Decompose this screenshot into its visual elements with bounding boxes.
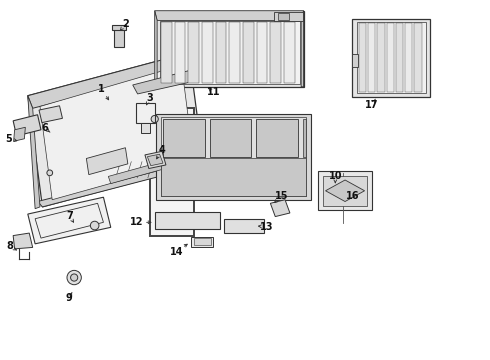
Circle shape — [90, 221, 99, 230]
Polygon shape — [257, 22, 268, 83]
Circle shape — [151, 116, 158, 123]
Polygon shape — [155, 11, 157, 87]
Polygon shape — [14, 127, 25, 141]
Polygon shape — [28, 197, 111, 244]
Polygon shape — [161, 158, 306, 196]
Polygon shape — [28, 96, 40, 209]
Polygon shape — [160, 22, 300, 84]
Polygon shape — [357, 22, 426, 93]
Circle shape — [47, 170, 52, 176]
Text: 9: 9 — [66, 293, 73, 303]
Polygon shape — [39, 106, 62, 123]
Polygon shape — [377, 23, 385, 93]
Text: 2: 2 — [122, 19, 129, 29]
Text: 12: 12 — [130, 217, 144, 227]
Polygon shape — [188, 22, 199, 83]
Polygon shape — [141, 123, 150, 133]
Polygon shape — [191, 237, 213, 247]
Text: 11: 11 — [206, 87, 220, 97]
Polygon shape — [270, 22, 281, 83]
Polygon shape — [325, 180, 365, 202]
Polygon shape — [303, 119, 306, 157]
Polygon shape — [145, 151, 166, 168]
Text: 6: 6 — [42, 123, 48, 133]
Polygon shape — [396, 23, 403, 93]
Polygon shape — [28, 53, 194, 108]
Polygon shape — [13, 233, 33, 249]
Polygon shape — [274, 12, 303, 22]
Text: 8: 8 — [6, 241, 13, 251]
Polygon shape — [40, 65, 194, 200]
Polygon shape — [256, 119, 298, 157]
Polygon shape — [114, 30, 124, 47]
Polygon shape — [323, 176, 367, 206]
Polygon shape — [216, 22, 226, 83]
Polygon shape — [301, 11, 304, 87]
Text: 13: 13 — [260, 222, 274, 231]
Polygon shape — [28, 53, 203, 207]
Text: 10: 10 — [329, 171, 342, 181]
Polygon shape — [133, 71, 194, 94]
Polygon shape — [270, 200, 290, 217]
Polygon shape — [164, 119, 205, 157]
Circle shape — [71, 274, 78, 281]
Polygon shape — [405, 23, 413, 93]
Text: 17: 17 — [365, 100, 379, 110]
Polygon shape — [147, 154, 163, 166]
Polygon shape — [175, 22, 185, 83]
Text: 7: 7 — [66, 211, 73, 221]
Polygon shape — [243, 22, 254, 83]
Polygon shape — [156, 114, 311, 200]
Text: 15: 15 — [275, 191, 288, 201]
Polygon shape — [387, 23, 394, 93]
Polygon shape — [155, 11, 304, 87]
Polygon shape — [352, 54, 358, 67]
Polygon shape — [38, 160, 203, 207]
Text: 16: 16 — [345, 191, 359, 201]
Polygon shape — [86, 148, 128, 175]
Polygon shape — [112, 25, 126, 30]
Polygon shape — [13, 115, 41, 136]
Polygon shape — [415, 23, 422, 93]
Polygon shape — [161, 117, 306, 196]
Text: 3: 3 — [147, 93, 153, 103]
Circle shape — [67, 270, 81, 285]
Polygon shape — [352, 19, 431, 97]
Text: 1: 1 — [98, 84, 104, 94]
Text: 14: 14 — [170, 247, 183, 257]
Polygon shape — [184, 50, 206, 69]
Polygon shape — [224, 219, 264, 233]
Polygon shape — [108, 160, 170, 184]
Polygon shape — [284, 22, 295, 83]
Polygon shape — [202, 22, 213, 83]
Text: 4: 4 — [159, 144, 166, 154]
Polygon shape — [318, 171, 372, 211]
Polygon shape — [368, 23, 375, 93]
Polygon shape — [278, 13, 289, 21]
Polygon shape — [229, 22, 240, 83]
Bar — [150, 108, 194, 235]
Polygon shape — [210, 119, 251, 157]
Polygon shape — [155, 11, 304, 21]
Polygon shape — [194, 238, 211, 245]
Polygon shape — [155, 212, 220, 229]
Polygon shape — [161, 22, 172, 83]
Text: 5: 5 — [5, 134, 12, 144]
Polygon shape — [359, 23, 366, 93]
